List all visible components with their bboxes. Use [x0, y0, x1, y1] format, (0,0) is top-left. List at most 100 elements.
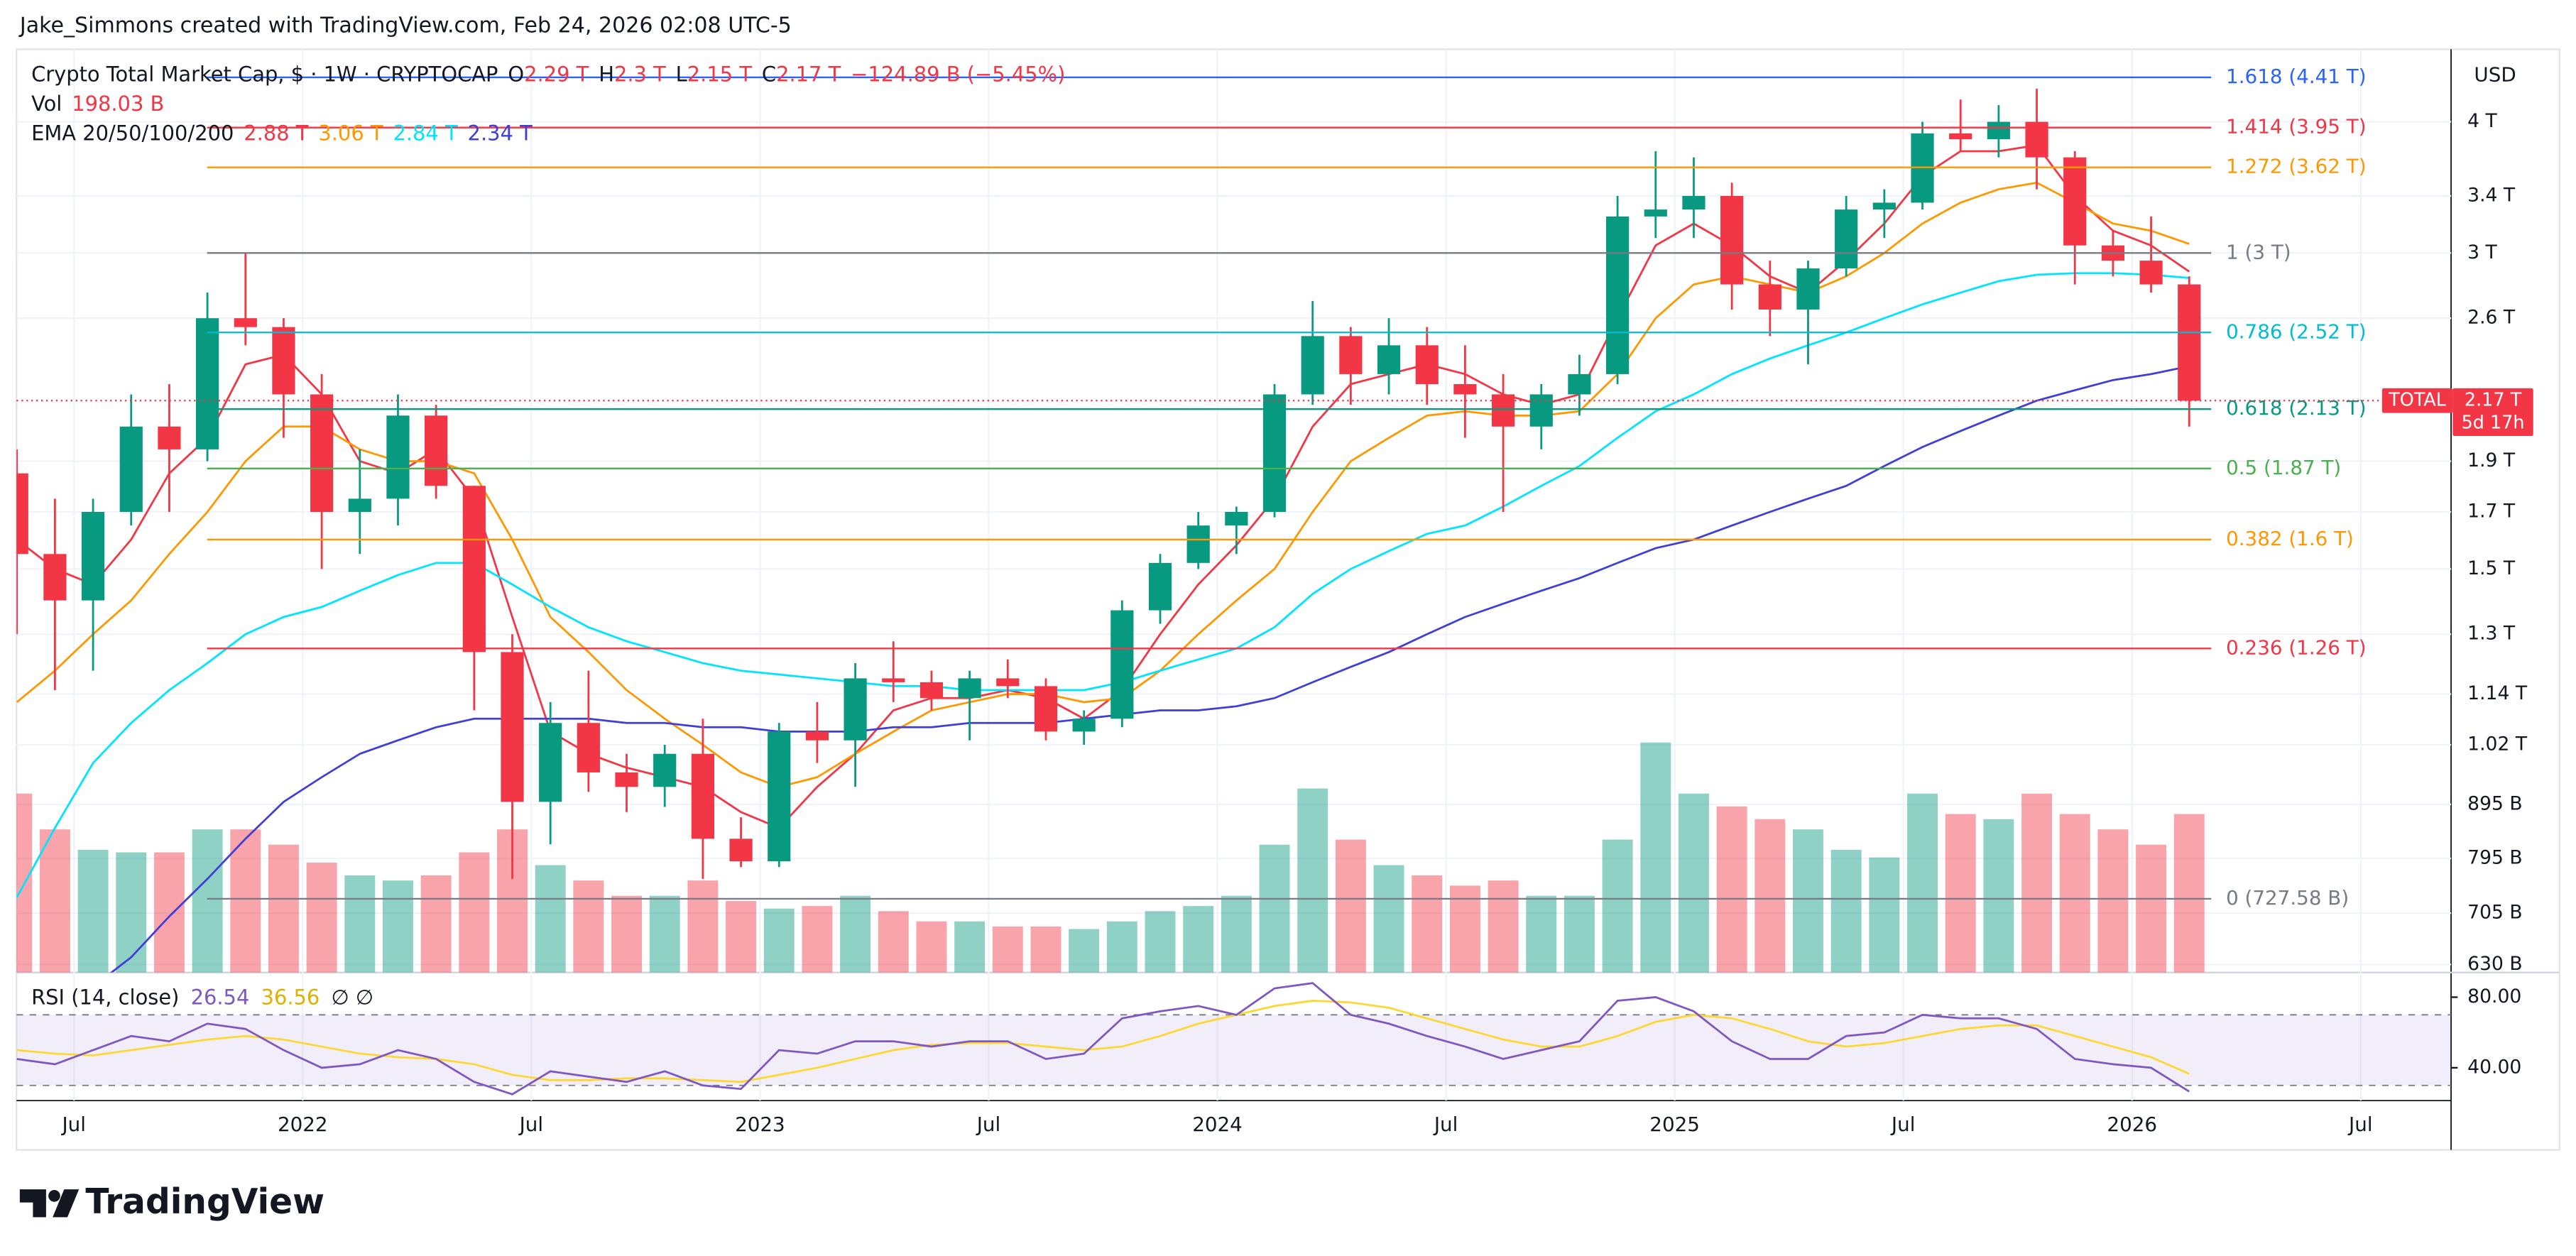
y-tick-label: 1.02 T: [2467, 733, 2528, 755]
fib-label: 1 (3 T): [2226, 240, 2291, 263]
volume-bar: [2173, 814, 2205, 973]
volume-bar: [153, 852, 185, 973]
candle-body: [539, 723, 562, 802]
candle-body: [1186, 525, 1210, 563]
volume-bar: [2097, 829, 2129, 973]
y-tick-label: 3.4 T: [2467, 184, 2516, 206]
ema-line: [16, 181, 2190, 788]
ema-line: [109, 365, 2190, 973]
candle-body: [81, 511, 105, 601]
volume-bar: [726, 900, 757, 973]
volume-bar: [2021, 793, 2053, 973]
ema-line: [16, 272, 2190, 898]
candle-body: [805, 731, 829, 741]
volume-bar: [649, 895, 680, 973]
logo-part: [53, 1189, 80, 1218]
volume-bar: [306, 862, 337, 973]
price-badge-countdown: 5d 17h: [2462, 412, 2525, 433]
volume-key: Vol: [31, 92, 62, 116]
volume-bar: [1106, 921, 1137, 973]
volume-bar: [954, 921, 986, 973]
volume-bar: [1183, 906, 1214, 973]
candle-body: [1987, 121, 2010, 140]
candle-body: [958, 678, 981, 699]
candle-body: [119, 426, 143, 512]
x-tick-label: Jul: [1890, 1113, 1915, 1136]
rsi-tick-label: 80.00: [2467, 985, 2521, 1007]
ema-value: 2.84 T: [393, 121, 458, 146]
candle-body: [1415, 345, 1439, 385]
candle-body: [272, 327, 295, 395]
candle-body: [1301, 336, 1324, 395]
volume-bar: [916, 921, 947, 973]
x-tick-label: 2024: [1192, 1113, 1243, 1136]
volume-bar: [1145, 911, 1176, 973]
candle-body: [691, 753, 714, 839]
candle-body: [1339, 336, 1363, 374]
candle-body: [2063, 157, 2087, 246]
volume-bar: [268, 844, 299, 973]
candle-body: [462, 486, 486, 652]
candle-body: [1835, 209, 1858, 269]
volume-bar: [1678, 793, 1709, 973]
ohlc-key: H: [599, 62, 614, 86]
volume-bar: [1488, 880, 1519, 973]
x-tick-label: Jul: [976, 1113, 1000, 1136]
volume-bar: [1945, 814, 1976, 973]
fib-label: 0.236 (1.26 T): [2226, 635, 2366, 659]
volume-bar: [1030, 926, 1061, 973]
volume-bar: [344, 875, 376, 973]
volume-bar: [1716, 806, 1747, 973]
price-badge: [2452, 388, 2533, 437]
candle-body: [1225, 511, 1248, 526]
volume-bar: [1526, 895, 1557, 973]
rsi-extra: ∅ ∅: [332, 985, 374, 1010]
volume-bar: [802, 906, 833, 973]
ema-value: 2.34 T: [468, 121, 533, 146]
y-tick-label: 1.7 T: [2467, 500, 2516, 522]
ema-value: 3.06 T: [318, 121, 383, 146]
candle-body: [919, 682, 944, 699]
rsi-ma-value: 36.56: [261, 985, 320, 1010]
volume-bar: [116, 852, 147, 973]
volume-bar: [459, 852, 490, 973]
x-tick-label: Jul: [1433, 1113, 1458, 1136]
candle-body: [615, 772, 638, 787]
price-pane: [16, 89, 2205, 973]
candle-body: [844, 678, 867, 741]
candle-body: [729, 839, 753, 862]
price-badge: [2381, 388, 2453, 413]
candle-body: [1796, 268, 1820, 310]
logo-part: [19, 1189, 46, 1218]
candle-body: [1262, 394, 1287, 512]
candle-body: [348, 498, 371, 512]
candle-body: [195, 318, 219, 449]
y-tick-label: 3 T: [2467, 241, 2497, 263]
volume-bar: [77, 849, 109, 973]
volume-bar: [1449, 885, 1480, 973]
volume-bar: [1869, 857, 1900, 973]
candle-body: [1872, 202, 1896, 210]
candle-body: [2178, 284, 2201, 401]
x-tick-label: 2023: [735, 1113, 785, 1136]
volume-bar: [420, 875, 452, 973]
volume-bar: [383, 880, 413, 973]
y-tick-label: 705 B: [2467, 902, 2522, 924]
candle-body: [768, 731, 791, 862]
fib-label: 1.618 (4.41 T): [2226, 65, 2366, 88]
fib-label: 0.618 (2.13 T): [2226, 396, 2366, 420]
volume-value: 198.03 B: [72, 92, 164, 116]
candle-body: [501, 652, 524, 802]
volume-bar: [1412, 875, 1443, 973]
volume-bar: [763, 908, 795, 973]
candle-body: [1720, 195, 1744, 285]
ohlc-key: L: [676, 62, 687, 86]
volume-bar: [1793, 829, 1823, 973]
ohlc-value: 2.17 T: [776, 62, 841, 86]
rsi-ma-line: [16, 1000, 2190, 1083]
candle-body: [425, 415, 448, 486]
volume-bar: [1983, 819, 2014, 973]
